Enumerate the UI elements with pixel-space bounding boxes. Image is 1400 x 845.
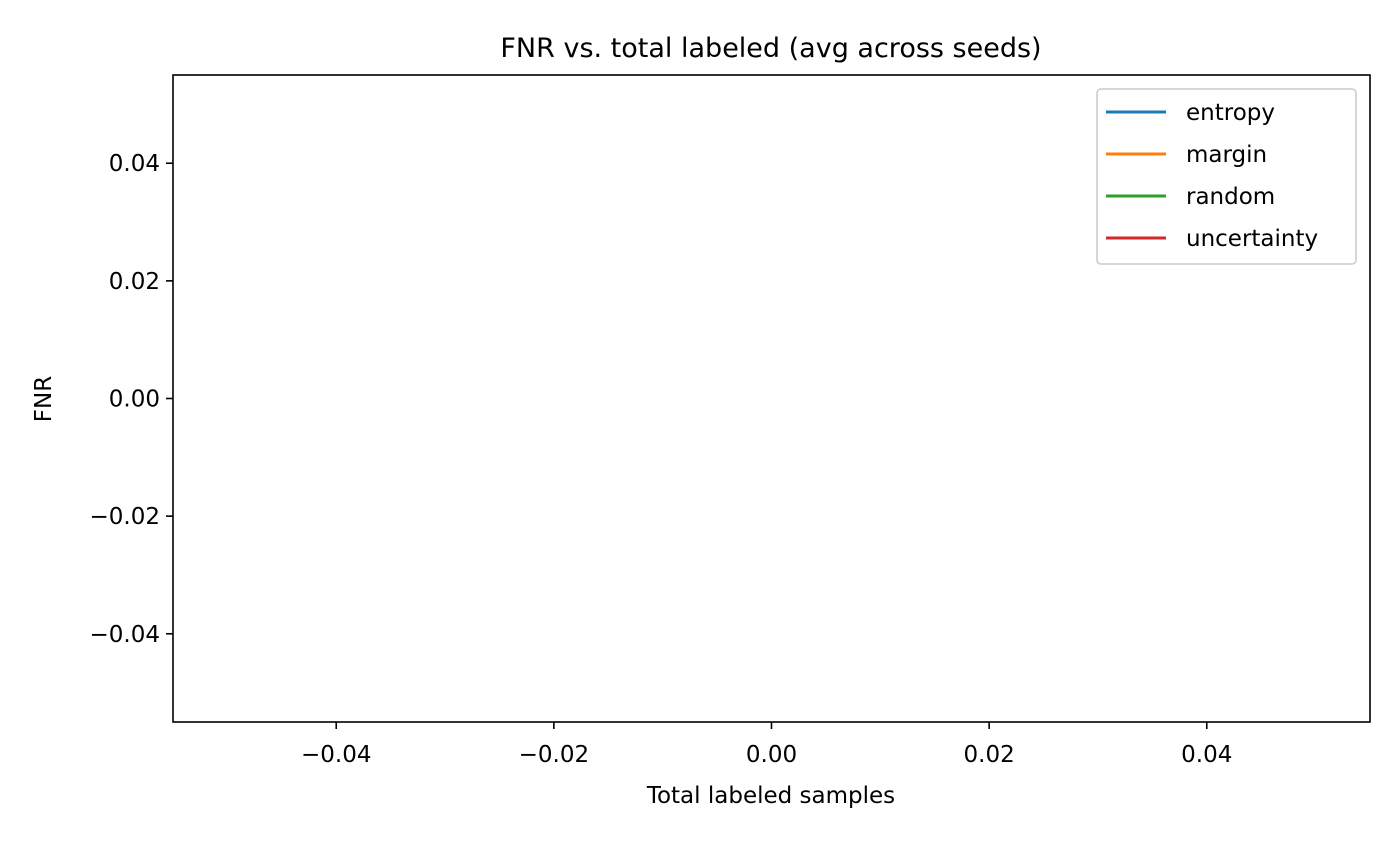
y-tick-label: −0.04 [90, 622, 160, 648]
x-axis-label: Total labeled samples [646, 783, 895, 809]
y-tick-label: 0.00 [109, 387, 160, 413]
y-axis: −0.04 −0.02 0.00 0.02 0.04 [90, 151, 173, 648]
legend-label: entropy [1186, 100, 1275, 126]
x-tick-label: 0.04 [1181, 742, 1232, 768]
legend-label: margin [1186, 142, 1267, 168]
y-tick-label: 0.04 [109, 151, 160, 177]
legend: entropy margin random uncertainty [1096, 88, 1357, 265]
y-axis-label: FNR [31, 376, 57, 422]
legend-label: random [1186, 184, 1275, 210]
x-tick-label: −0.02 [519, 742, 589, 768]
legend-box [1096, 88, 1357, 265]
legend-label: uncertainty [1186, 226, 1318, 252]
x-tick-label: −0.04 [301, 742, 371, 768]
y-tick-label: 0.02 [109, 269, 160, 295]
x-tick-label: 0.02 [964, 742, 1015, 768]
y-tick-label: −0.02 [90, 504, 160, 530]
x-axis: −0.04 −0.02 0.00 0.02 0.04 [301, 722, 1232, 768]
chart-title: FNR vs. total labeled (avg across seeds) [500, 33, 1041, 64]
x-tick-label: 0.00 [746, 742, 797, 768]
